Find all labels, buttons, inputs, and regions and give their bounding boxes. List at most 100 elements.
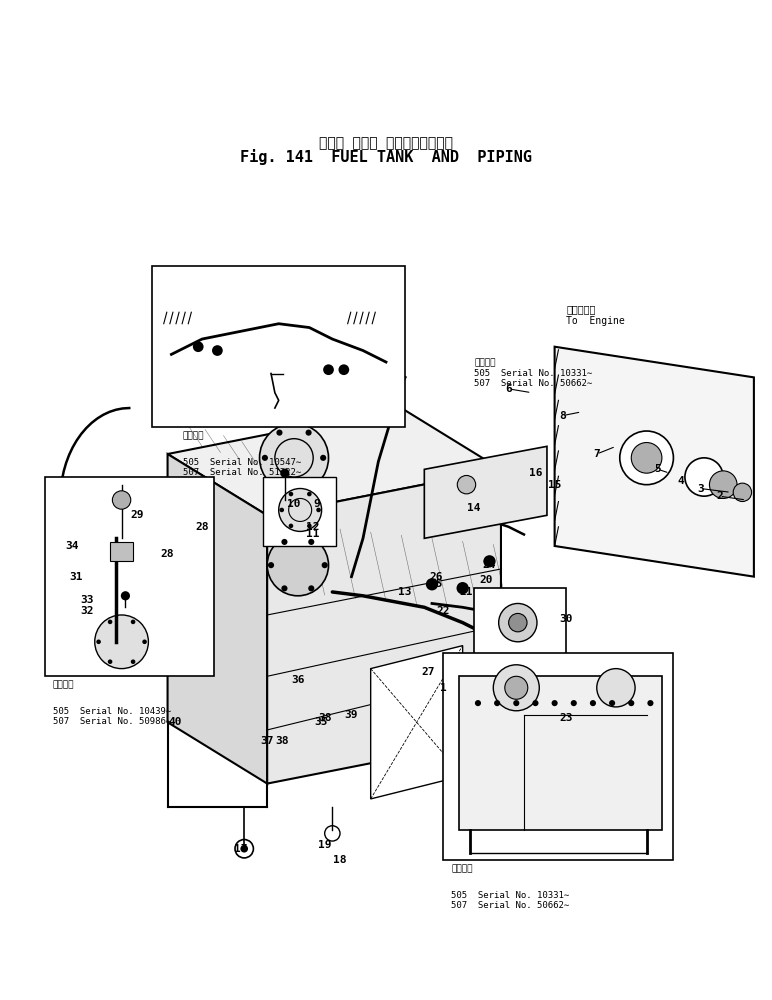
Text: 24: 24 [482, 560, 496, 570]
Text: 21: 21 [460, 587, 473, 597]
Circle shape [268, 562, 274, 568]
Text: 8: 8 [559, 411, 566, 421]
Circle shape [276, 480, 283, 486]
Text: 40: 40 [168, 717, 182, 727]
Circle shape [631, 443, 662, 473]
Text: 4: 4 [678, 476, 685, 486]
Circle shape [120, 591, 130, 600]
Text: フェル タンク およびパイピング: フェル タンク およびパイピング [319, 137, 453, 151]
Text: 10: 10 [287, 499, 301, 509]
Circle shape [280, 469, 290, 478]
Circle shape [483, 555, 496, 567]
Bar [443, 653, 673, 860]
Text: 23: 23 [560, 713, 573, 723]
Text: 7: 7 [594, 449, 600, 459]
Text: 3: 3 [697, 484, 703, 494]
Circle shape [307, 524, 312, 528]
Circle shape [142, 639, 147, 644]
Circle shape [494, 700, 500, 706]
Text: Fig. 141  FUEL TANK  AND  PIPING: Fig. 141 FUEL TANK AND PIPING [240, 149, 532, 165]
Circle shape [457, 475, 476, 494]
Text: 9: 9 [313, 499, 320, 509]
Text: 18: 18 [334, 855, 347, 865]
Text: 適用号機
505  Serial No. 10331∼
507  Serial No. 50662∼: 適用号機 505 Serial No. 10331∼ 507 Serial No… [474, 358, 592, 388]
Text: 26: 26 [429, 572, 442, 582]
Polygon shape [459, 676, 662, 830]
Text: 505  Serial No. 10547∼
507  Serial No. 51322∼: 505 Serial No. 10547∼ 507 Serial No. 513… [183, 458, 301, 477]
Circle shape [620, 431, 673, 485]
Polygon shape [371, 646, 462, 799]
Polygon shape [425, 446, 547, 538]
Circle shape [609, 700, 615, 706]
Text: 14: 14 [467, 503, 481, 513]
Text: 適用号機: 適用号機 [183, 431, 205, 440]
Text: 32: 32 [80, 606, 94, 616]
Circle shape [96, 639, 101, 644]
Circle shape [648, 700, 653, 706]
Circle shape [259, 423, 329, 492]
Circle shape [130, 659, 135, 664]
Text: 36: 36 [291, 675, 305, 685]
Circle shape [289, 492, 293, 496]
Text: 37: 37 [260, 736, 274, 746]
Circle shape [308, 585, 314, 591]
Text: 27: 27 [422, 667, 435, 677]
Circle shape [113, 491, 130, 509]
Circle shape [551, 700, 557, 706]
Bar [152, 266, 405, 427]
Bar [45, 477, 214, 676]
Circle shape [108, 659, 113, 664]
Circle shape [597, 669, 635, 707]
Polygon shape [168, 454, 267, 784]
Text: 17: 17 [234, 844, 247, 854]
Text: 31: 31 [69, 572, 83, 582]
Text: 2: 2 [716, 491, 723, 501]
Bar [474, 588, 566, 669]
Circle shape [267, 534, 329, 596]
Circle shape [108, 620, 113, 624]
Circle shape [493, 665, 540, 711]
Circle shape [628, 700, 635, 706]
Text: 5: 5 [655, 464, 662, 474]
Circle shape [709, 471, 737, 498]
Text: 29: 29 [130, 510, 144, 520]
Circle shape [307, 492, 312, 496]
Circle shape [317, 508, 321, 512]
Text: 22: 22 [437, 606, 450, 616]
Text: 38: 38 [276, 736, 290, 746]
Polygon shape [267, 469, 501, 784]
Polygon shape [554, 347, 754, 577]
Text: 30: 30 [560, 614, 573, 624]
Circle shape [279, 489, 322, 531]
Bar [263, 477, 336, 546]
Circle shape [281, 585, 287, 591]
Circle shape [136, 503, 145, 512]
Circle shape [240, 845, 248, 853]
Circle shape [279, 508, 284, 512]
Circle shape [306, 430, 312, 436]
Circle shape [456, 582, 469, 594]
Text: 15: 15 [548, 480, 561, 490]
Circle shape [323, 364, 334, 375]
Circle shape [306, 480, 312, 486]
Text: 28: 28 [161, 549, 174, 559]
Text: 505  Serial No. 10439∼
507  Serial No. 50986∼: 505 Serial No. 10439∼ 507 Serial No. 509… [52, 707, 171, 726]
Text: 13: 13 [398, 587, 412, 597]
Text: 11: 11 [306, 529, 320, 539]
Text: 6: 6 [505, 384, 512, 394]
Circle shape [513, 700, 520, 706]
Circle shape [95, 615, 148, 669]
Circle shape [475, 700, 481, 706]
Text: 1: 1 [440, 683, 447, 693]
Circle shape [338, 364, 349, 375]
Circle shape [685, 458, 723, 496]
Circle shape [509, 613, 527, 632]
Circle shape [499, 603, 537, 642]
Polygon shape [168, 408, 501, 515]
Text: 38: 38 [318, 713, 331, 723]
Circle shape [571, 700, 577, 706]
Text: 34: 34 [65, 541, 79, 551]
Text: 33: 33 [80, 595, 94, 605]
Circle shape [130, 620, 135, 624]
Circle shape [733, 483, 752, 502]
